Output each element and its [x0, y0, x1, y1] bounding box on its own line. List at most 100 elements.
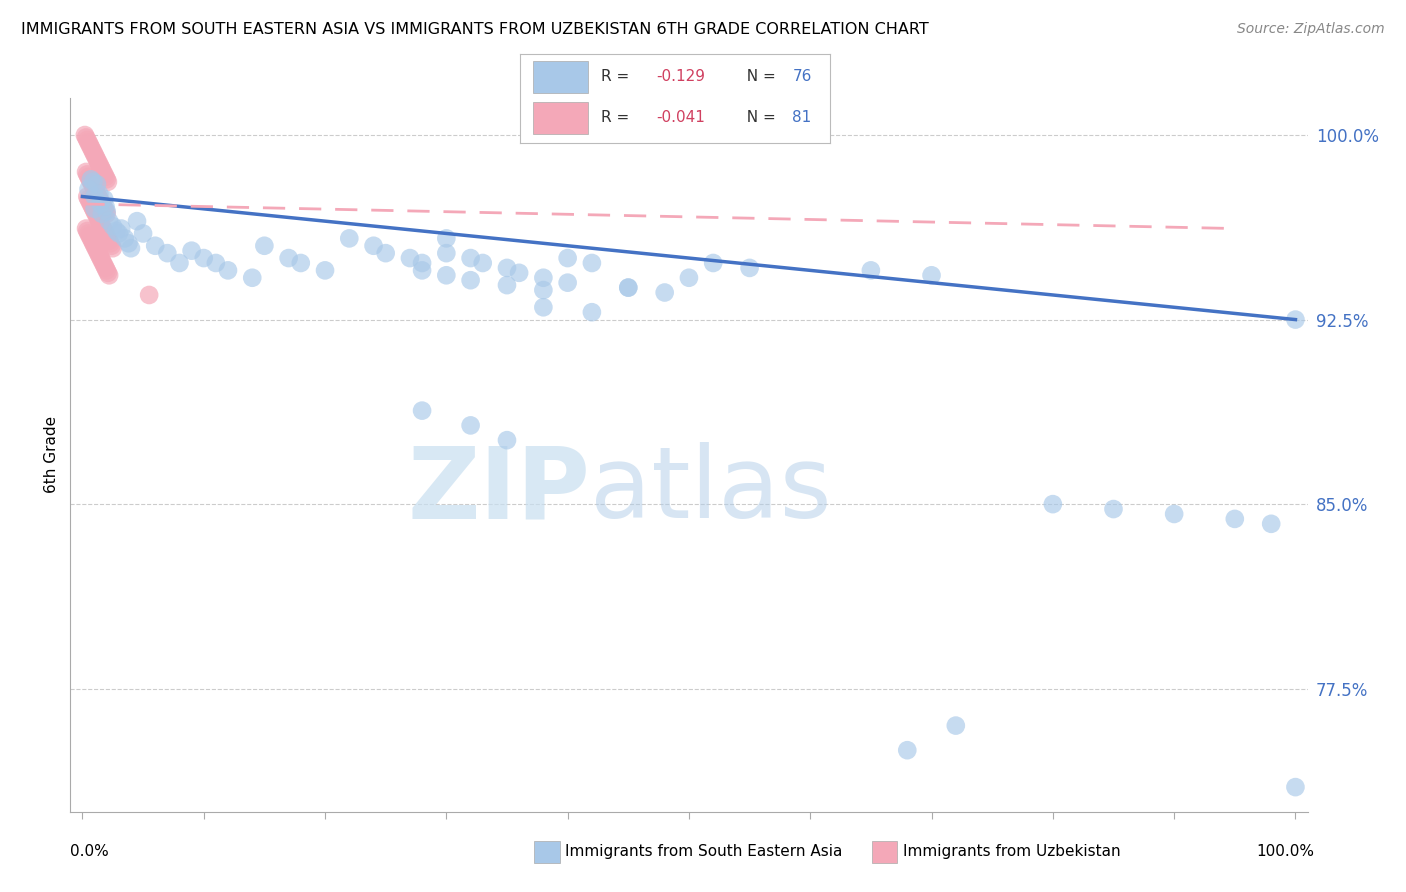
Point [363, 239, 385, 253]
Point [654, 285, 676, 300]
Text: 100.0%: 100.0% [1257, 845, 1315, 859]
Point [93, 168, 115, 182]
Text: -0.041: -0.041 [657, 111, 706, 125]
Text: Immigrants from South Eastern Asia: Immigrants from South Eastern Asia [565, 845, 842, 859]
Point [96, 172, 118, 186]
Point [83, 189, 105, 203]
Point [205, 256, 228, 270]
Point [90, 207, 112, 221]
Point [374, 246, 396, 260]
Point [77, 136, 100, 150]
Point [557, 251, 579, 265]
Point [77, 169, 100, 184]
Point [84, 207, 107, 221]
Point [434, 231, 457, 245]
Point [859, 263, 882, 277]
Point [87, 189, 110, 203]
Text: ZIP: ZIP [408, 442, 591, 539]
Point [82, 179, 104, 194]
Text: R =: R = [600, 111, 634, 125]
Point [90, 217, 112, 231]
Point [496, 433, 519, 447]
Point [76, 168, 98, 182]
Text: Immigrants from Uzbekistan: Immigrants from Uzbekistan [903, 845, 1121, 859]
Point [93, 259, 115, 273]
Point [98, 236, 121, 251]
Point [101, 219, 124, 233]
Point [89, 192, 111, 206]
Point [82, 145, 104, 160]
Point [82, 199, 104, 213]
Point [94, 227, 117, 241]
Point [460, 251, 482, 265]
Point [80, 172, 103, 186]
Point [496, 260, 519, 275]
Text: N =: N = [737, 70, 780, 84]
Point [117, 236, 139, 251]
Point [93, 202, 115, 216]
Point [87, 155, 110, 169]
Point [97, 175, 120, 189]
Point [94, 199, 117, 213]
Point [82, 143, 104, 157]
Point [94, 169, 117, 184]
Point [114, 231, 136, 245]
Point [581, 305, 603, 319]
Point [86, 187, 108, 202]
Point [79, 137, 101, 152]
Point [90, 194, 112, 209]
Point [138, 288, 160, 302]
Text: atlas: atlas [591, 442, 831, 539]
Point [91, 165, 114, 179]
Point [921, 268, 943, 283]
Point [91, 221, 114, 235]
Point [87, 246, 110, 260]
Point [90, 219, 112, 233]
Point [89, 157, 111, 171]
Point [80, 140, 103, 154]
Point [89, 214, 111, 228]
Point [1223, 512, 1246, 526]
Point [90, 162, 112, 177]
Y-axis label: 6th Grade: 6th Grade [44, 417, 59, 493]
Point [87, 211, 110, 226]
Point [90, 253, 112, 268]
Point [82, 236, 104, 251]
Point [96, 228, 118, 243]
Point [93, 224, 115, 238]
Point [76, 133, 98, 147]
Point [86, 244, 108, 258]
Text: R =: R = [600, 70, 634, 84]
Point [253, 239, 276, 253]
Text: Source: ZipAtlas.com: Source: ZipAtlas.com [1237, 22, 1385, 37]
Point [90, 197, 112, 211]
Point [96, 207, 118, 221]
Point [75, 165, 97, 179]
Point [86, 178, 108, 192]
Point [702, 256, 724, 270]
Point [290, 256, 312, 270]
Point [110, 221, 132, 235]
Point [77, 227, 100, 241]
Point [98, 234, 121, 248]
Point [94, 204, 117, 219]
Point [93, 192, 115, 206]
Point [156, 246, 179, 260]
Point [108, 227, 131, 241]
Point [1284, 780, 1306, 794]
Point [581, 256, 603, 270]
Point [83, 239, 105, 253]
Point [411, 403, 433, 417]
Point [557, 276, 579, 290]
Point [82, 202, 104, 216]
Point [434, 268, 457, 283]
Point [84, 241, 107, 255]
Point [94, 260, 117, 275]
Text: N =: N = [737, 111, 780, 125]
Point [83, 202, 105, 216]
Point [89, 187, 111, 202]
Point [277, 251, 299, 265]
Point [83, 182, 105, 196]
Text: 81: 81 [793, 111, 811, 125]
Point [143, 239, 166, 253]
